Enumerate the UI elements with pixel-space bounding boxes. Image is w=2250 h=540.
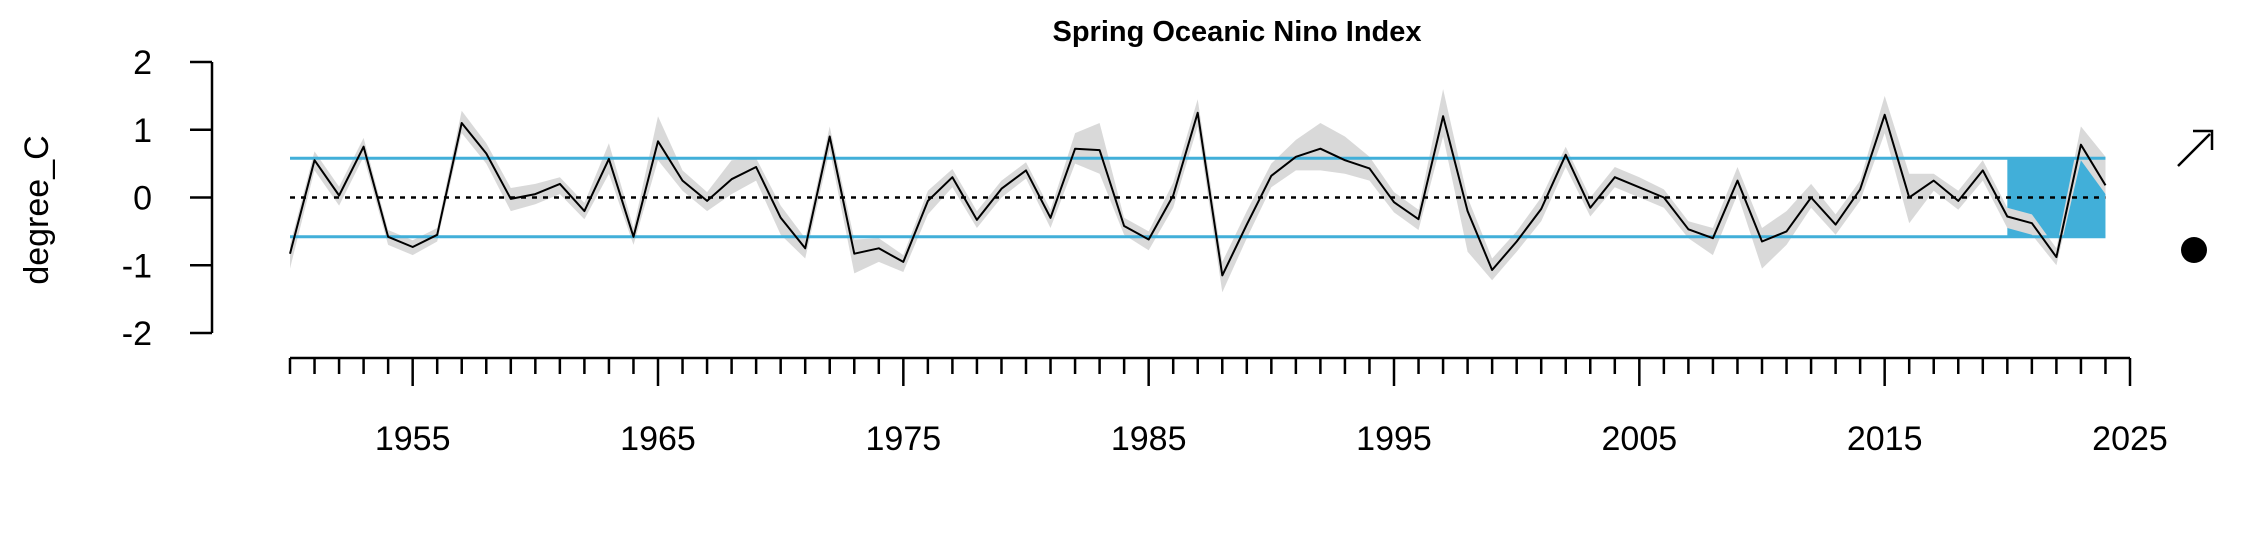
y-tick-label: 1	[133, 112, 152, 150]
y-axis-label: degree_C	[18, 135, 56, 284]
series-group	[289, 111, 2107, 277]
x-tick-label: 2025	[2092, 420, 2168, 458]
y-tick-label: -2	[122, 315, 152, 353]
x-tick-label: 1975	[866, 420, 942, 458]
reference-lines-group	[290, 156, 2106, 239]
y-tick-label: 0	[133, 180, 152, 218]
series-line	[289, 111, 2107, 277]
status-dot-icon	[2181, 237, 2207, 263]
trend-arrow-head-icon	[2193, 129, 2214, 150]
y-tick-label: 2	[133, 44, 152, 82]
x-tick-label: 1955	[375, 420, 451, 458]
y-tick-label: -1	[122, 247, 152, 285]
x-tick-label: 1995	[1356, 420, 1432, 458]
trend-arrow-icon	[2177, 133, 2211, 167]
x-axis: 1955 1965 1975 1985 1995 2005 2015 2025	[288, 356, 2168, 458]
chart-title: Spring Oceanic Nino Index	[1052, 16, 1421, 48]
x-tick-label: 1965	[620, 420, 696, 458]
x-tick-label: 2015	[1847, 420, 1923, 458]
indicator-symbols	[2177, 129, 2214, 263]
x-tick-label: 2005	[1602, 420, 1678, 458]
y-axis: 2 1 0 -1 -2	[122, 44, 214, 353]
x-tick-label: 1985	[1111, 420, 1187, 458]
